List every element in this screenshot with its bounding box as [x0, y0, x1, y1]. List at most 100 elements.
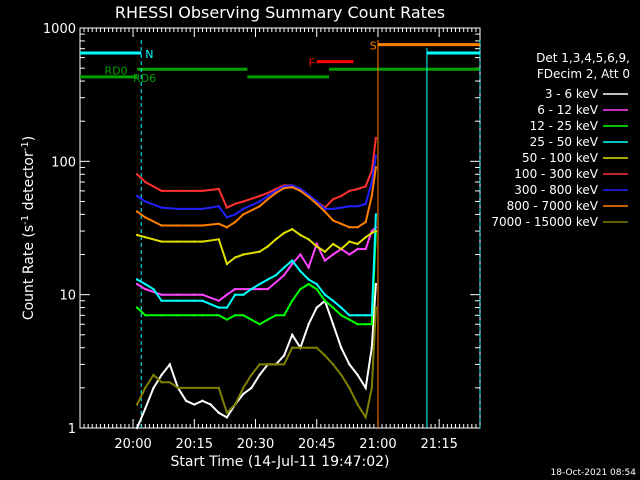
data-point [356, 205, 359, 208]
data-point [176, 189, 180, 193]
data-point [217, 314, 220, 317]
data-point [250, 373, 253, 377]
data-point [331, 198, 335, 201]
data-point [348, 386, 351, 390]
data-point [144, 216, 147, 219]
data-point [242, 386, 245, 390]
data-point [348, 314, 351, 317]
data-point [299, 270, 302, 273]
data-point [370, 323, 373, 326]
data-point [307, 282, 310, 286]
data-point [160, 314, 163, 317]
x-tick-label: 20:30 [237, 437, 274, 452]
data-point [242, 314, 245, 317]
data-point [193, 240, 196, 243]
data-point [258, 282, 261, 286]
data-point [370, 180, 373, 184]
series-line-6 [136, 155, 377, 219]
data-point [291, 228, 294, 231]
data-point [340, 346, 343, 349]
data-point [370, 314, 373, 317]
data-point [176, 240, 180, 243]
data-point [340, 222, 343, 225]
data-point [217, 222, 220, 225]
data-point [315, 287, 318, 291]
data-point [201, 399, 204, 402]
data-point [374, 136, 378, 140]
data-point [331, 242, 335, 246]
data-point [282, 186, 286, 190]
data-point [201, 299, 204, 302]
data-point [242, 207, 245, 211]
data-point [225, 293, 229, 296]
data-point [225, 411, 229, 414]
data-point [356, 314, 359, 317]
data-point [299, 253, 302, 256]
data-point [193, 314, 196, 317]
data-point [144, 180, 147, 184]
data-point [370, 346, 373, 349]
x-tick-label: 21:00 [359, 437, 396, 452]
data-point [233, 220, 237, 224]
data-point [364, 185, 367, 188]
data-point [193, 299, 196, 302]
data-point [160, 240, 163, 243]
flag-label-s: S [370, 40, 377, 53]
data-point [348, 363, 351, 366]
data-point [193, 207, 196, 211]
data-point [176, 293, 180, 296]
data-point [348, 240, 351, 243]
data-point [340, 373, 343, 377]
data-point [370, 194, 373, 198]
data-point [242, 213, 245, 216]
data-point [374, 154, 378, 157]
data-point [135, 282, 139, 286]
data-point [233, 202, 237, 205]
x-axis: 20:00 20:15 20:30 20:45 21:00 21:15 [83, 28, 477, 452]
data-point [233, 314, 237, 317]
legend-label: 7000 - 15000 keV [491, 215, 598, 229]
data-point [374, 282, 378, 286]
status-flags: N RD0 RD6 F S [80, 40, 481, 428]
series-line-7 [136, 167, 377, 229]
data-point [370, 231, 373, 235]
legend: Det 1,3,4,5,6,9, FDecim 2, Att 0 3 - 6 k… [491, 51, 630, 229]
data-point [176, 299, 180, 302]
data-point [348, 205, 351, 208]
data-point [307, 238, 310, 241]
data-point [266, 194, 269, 198]
series-line-3 [136, 214, 377, 317]
data-point [225, 306, 229, 309]
data-point [225, 262, 229, 266]
data-point [144, 200, 147, 203]
data-point [364, 314, 367, 317]
data-point [135, 233, 139, 237]
data-point [323, 250, 327, 253]
data-point [242, 287, 245, 291]
x-tick-label: 20:45 [298, 437, 335, 452]
data-point [323, 210, 327, 213]
data-point [144, 287, 147, 291]
data-point [340, 247, 343, 251]
series-line-5 [136, 137, 377, 209]
data-point [315, 202, 318, 205]
data-point [340, 306, 343, 309]
data-point [315, 346, 318, 349]
data-point [176, 207, 180, 211]
y-tick-label: 10 [59, 289, 76, 304]
data-point [307, 266, 310, 269]
data-point [201, 207, 204, 211]
data-point [323, 354, 327, 357]
data-point [323, 299, 327, 302]
data-point [168, 363, 171, 366]
data-point [201, 189, 204, 193]
x-tick-label: 20:00 [114, 437, 151, 452]
legend-label: 6 - 12 keV [537, 103, 599, 117]
data-point [144, 236, 147, 239]
data-point [160, 299, 163, 302]
data-point [209, 403, 212, 406]
data-point [201, 314, 204, 317]
data-point [242, 253, 245, 256]
series-line-1 [136, 226, 377, 302]
flag-label-f: F [309, 57, 315, 70]
